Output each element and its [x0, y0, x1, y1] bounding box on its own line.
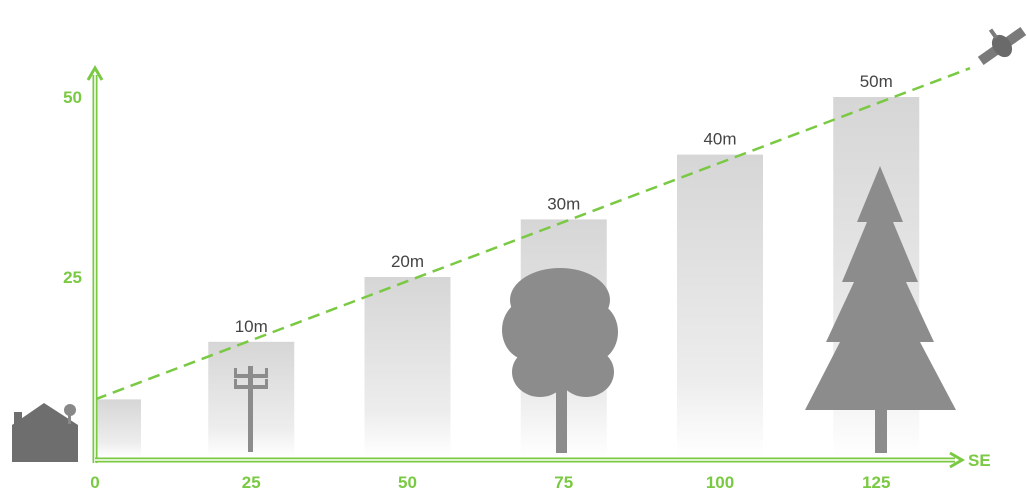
- x-tick-label: 0: [90, 473, 99, 492]
- x-tick-labels: 0 25 50 75 100 125: [90, 473, 890, 492]
- x-tick-label: 100: [706, 473, 734, 492]
- y-tick-labels: 25 50: [63, 88, 82, 287]
- house-with-dish-icon: [12, 403, 78, 462]
- clearance-bar: [677, 154, 763, 457]
- y-tick-label: 25: [63, 268, 82, 287]
- utility-pole-icon: [234, 366, 268, 452]
- satellite-icon: [977, 26, 1027, 66]
- bar-height-label: 50m: [860, 72, 893, 91]
- sightline: [94, 67, 971, 401]
- x-tick-label: 25: [242, 473, 261, 492]
- pine-tree-icon: [805, 166, 956, 453]
- x-tick-label: 125: [862, 473, 890, 492]
- bar-labels: 10m 20m 30m 40m 50m: [235, 72, 893, 336]
- bar-height-label: 10m: [235, 317, 268, 336]
- bar-height-label: 30m: [547, 194, 580, 213]
- axes: SE: [86, 65, 991, 470]
- y-tick-label: 50: [63, 88, 82, 107]
- x-tick-label: 50: [398, 473, 417, 492]
- clearance-bars: [95, 97, 920, 457]
- clearance-bar: [95, 399, 141, 457]
- bar-height-label: 40m: [703, 130, 736, 149]
- y-axis-arrow: [86, 65, 104, 81]
- deciduous-tree-icon: [502, 268, 618, 453]
- x-axis-arrow: [949, 451, 965, 469]
- x-direction-label: SE: [968, 451, 991, 470]
- clearance-bar: [364, 277, 451, 457]
- x-tick-label: 75: [554, 473, 573, 492]
- bar-height-label: 20m: [391, 252, 424, 271]
